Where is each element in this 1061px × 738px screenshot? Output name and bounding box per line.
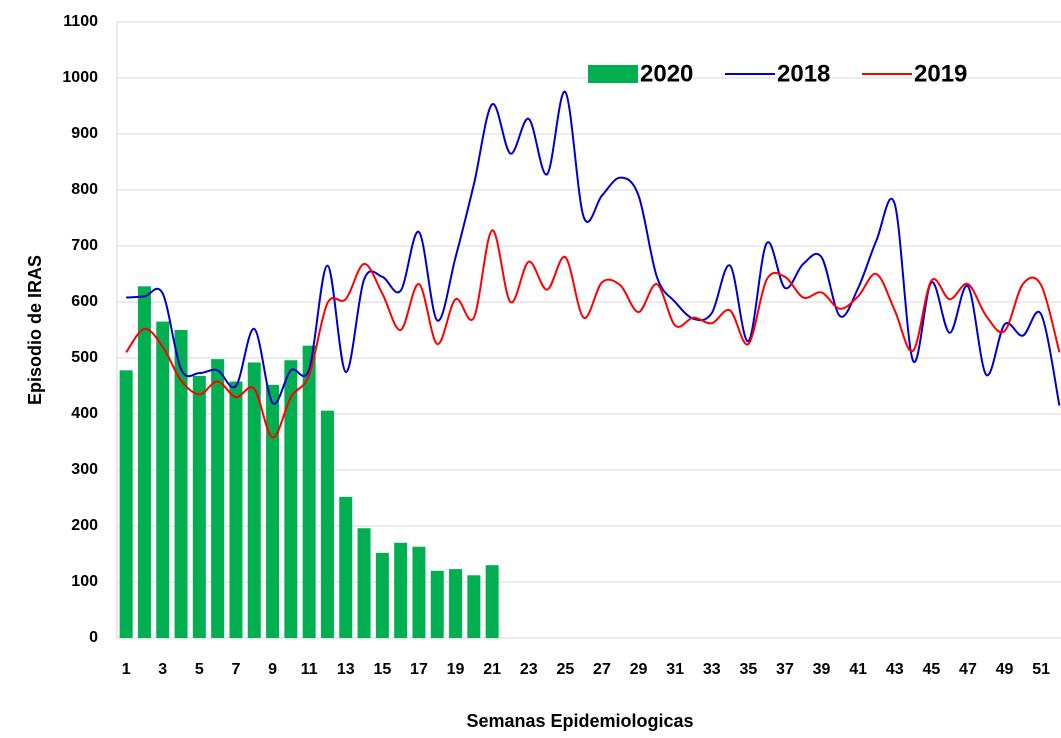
y-tick-label: 1000 [62,69,98,86]
bar [266,384,280,638]
bar [247,362,261,638]
bar [119,370,133,638]
line [125,229,1061,439]
y-tick-label: 1100 [63,13,98,30]
x-tick-label: 37 [776,661,794,678]
x-tick-label: 41 [849,661,867,678]
bar [174,330,188,638]
x-tick-label: 5 [195,661,204,678]
x-tick-label: 21 [483,661,501,678]
x-tick-label: 33 [703,661,721,678]
bar [339,496,353,638]
legend-label: 2019 [914,60,967,87]
bar [412,546,426,638]
y-tick-label: 600 [71,293,98,310]
y-tick-label: 400 [71,405,98,422]
x-tick-label: 15 [373,661,391,678]
x-tick-label: 3 [158,661,167,678]
bar [430,570,444,638]
legend-label: 2018 [777,60,830,87]
x-axis-label: Semanas Epidemiologicas [466,711,693,731]
y-tick-label: 200 [71,517,98,534]
bar [229,381,243,638]
x-tick-label: 51 [1032,661,1050,678]
x-tick-label: 43 [886,661,904,678]
legend-label: 2020 [640,60,693,87]
x-tick-label: 9 [268,661,277,678]
x-tick-label: 39 [813,661,831,678]
legend-swatch [588,65,638,83]
x-tick-label: 29 [630,661,648,678]
bar [137,286,151,638]
y-tick-label: 0 [89,629,98,646]
y-tick-label: 500 [71,349,98,366]
bar [357,528,371,638]
line [126,90,1061,406]
bar [485,565,499,638]
x-tick-label: 17 [410,661,428,678]
x-tick-label: 47 [959,661,977,678]
bar [449,569,463,638]
x-tick-label: 19 [447,661,465,678]
x-tick-label: 1 [122,661,131,678]
x-tick-label: 49 [996,661,1014,678]
y-axis-label: Episodio de IRAS [25,255,45,405]
y-tick-label: 300 [71,461,98,478]
bar [284,360,298,638]
bar [394,542,408,638]
bar [156,321,170,638]
x-tick-label: 7 [231,661,240,678]
y-tick-label: 800 [71,181,98,198]
y-tick-label: 700 [71,237,98,254]
x-tick-label: 45 [922,661,940,678]
x-tick-label: 35 [739,661,757,678]
bar [192,375,206,638]
x-tick-label: 27 [593,661,611,678]
x-tick-label: 11 [301,661,318,678]
x-tick-label: 13 [337,661,355,678]
x-tick-label: 31 [666,661,684,678]
x-tick-label: 25 [556,661,574,678]
bar [375,552,389,638]
y-tick-label: 100 [71,573,98,590]
bar [302,345,316,638]
bar [211,359,225,638]
x-tick-label: 23 [520,661,538,678]
bar [320,410,334,638]
bar [467,575,481,638]
y-tick-label: 900 [71,125,98,142]
